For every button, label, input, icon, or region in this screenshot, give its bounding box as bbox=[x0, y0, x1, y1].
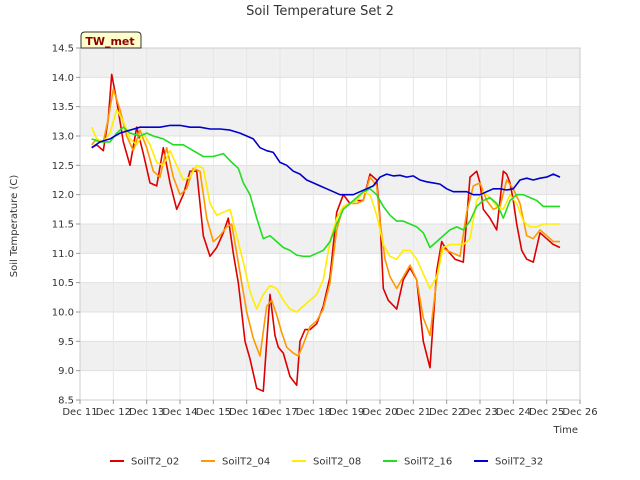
grid-band bbox=[80, 136, 580, 166]
y-axis-label: Soil Temperature (C) bbox=[9, 175, 20, 278]
grid-band bbox=[80, 194, 580, 224]
grid-band bbox=[80, 341, 580, 371]
y-tick-label: 10.5 bbox=[52, 278, 74, 289]
grid-band bbox=[80, 224, 580, 254]
grid-band bbox=[80, 106, 580, 136]
y-tick-label: 14.0 bbox=[52, 73, 74, 84]
y-tick-label: 10.0 bbox=[52, 308, 74, 319]
x-tick-label: Dec 17 bbox=[262, 407, 297, 418]
grid-band bbox=[80, 282, 580, 312]
x-tick-label: Dec 21 bbox=[396, 407, 431, 418]
y-tick-label: 11.5 bbox=[52, 220, 74, 231]
y-tick-label: 12.0 bbox=[52, 190, 74, 201]
x-tick-label: Dec 20 bbox=[362, 407, 397, 418]
y-axis: 8.5 9.0 9.5 10.0 10.5 11.0 11.5 12.0 12.5 13.0 13.… bbox=[52, 44, 80, 407]
legend: SoilT2_02 SoilT2_04 SoilT2_08 SoilT2_16 Soil… bbox=[110, 457, 543, 468]
legend-item-label: SoilT2_16 bbox=[404, 457, 452, 468]
grid-band bbox=[80, 370, 580, 400]
legend-item-label: SoilT2_04 bbox=[222, 457, 270, 468]
y-tick-label: 12.5 bbox=[52, 161, 74, 172]
y-tick-label: 8.5 bbox=[58, 396, 74, 407]
legend-item-label: SoilT2_02 bbox=[131, 457, 179, 468]
x-tick-label: Dec 18 bbox=[296, 407, 331, 418]
x-tick-label: Dec 15 bbox=[196, 407, 231, 418]
y-tick-label: 11.0 bbox=[52, 249, 74, 260]
x-tick-label: Dec 26 bbox=[562, 407, 597, 418]
chart-title: Soil Temperature Set 2 bbox=[246, 4, 394, 19]
grid-lines bbox=[79, 47, 581, 401]
series-line-soilt2_02 bbox=[91, 73, 561, 393]
series-lines bbox=[90, 73, 561, 393]
series-line-soilt2_32 bbox=[91, 124, 561, 196]
grid-band bbox=[80, 48, 580, 78]
y-tick-label: 13.5 bbox=[52, 102, 74, 113]
x-tick-label: Dec 11 bbox=[62, 407, 97, 418]
legend-item-label: SoilT2_08 bbox=[313, 457, 361, 468]
x-tick-label: Dec 19 bbox=[329, 407, 364, 418]
station-badge-label: TW_met bbox=[85, 35, 134, 48]
series-line-soilt2_16 bbox=[91, 126, 560, 258]
x-tick-label: Dec 16 bbox=[229, 407, 264, 418]
y-tick-label: 14.5 bbox=[52, 44, 74, 55]
x-axis-label: Time bbox=[553, 425, 578, 436]
legend-item-label: SoilT2_32 bbox=[495, 457, 543, 468]
x-tick-label: Dec 22 bbox=[429, 407, 464, 418]
station-badge: TW_met bbox=[80, 31, 142, 49]
series-line-soilt2_04 bbox=[91, 88, 560, 357]
x-tick-label: Dec 24 bbox=[496, 407, 531, 418]
x-tick-label: Dec 23 bbox=[462, 407, 497, 418]
x-tick-label: Dec 13 bbox=[129, 407, 164, 418]
x-tick-label: Dec 25 bbox=[529, 407, 564, 418]
grid-band bbox=[80, 77, 580, 107]
grid-band bbox=[80, 312, 580, 342]
y-tick-label: 13.0 bbox=[52, 132, 74, 143]
y-tick-label: 9.0 bbox=[58, 366, 74, 377]
x-tick-label: Dec 14 bbox=[162, 407, 197, 418]
y-tick-label: 9.5 bbox=[58, 337, 74, 348]
x-tick-label: Dec 12 bbox=[96, 407, 131, 418]
